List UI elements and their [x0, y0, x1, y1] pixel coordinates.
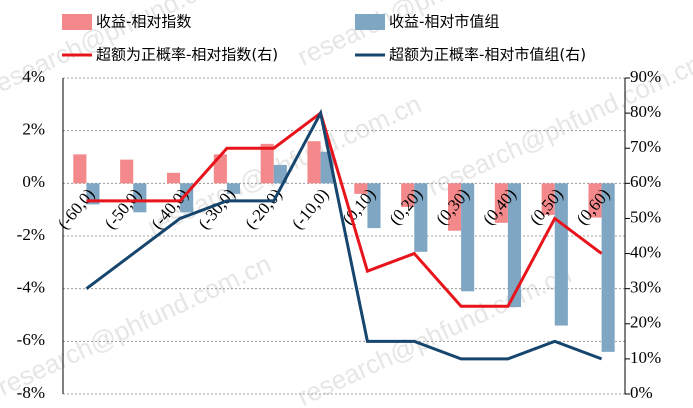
bar: [414, 183, 428, 252]
y-tick-label: 0%: [22, 172, 45, 191]
bar: [601, 183, 615, 352]
bar: [226, 183, 241, 194]
bar: [260, 143, 274, 184]
legend-label: 超额为正概率-相对指数(右): [96, 46, 278, 64]
legend-label: 收益-相对市值组: [389, 13, 499, 31]
y-tick-label: -8%: [17, 383, 45, 402]
bar: [86, 183, 100, 205]
bar: [588, 183, 602, 218]
y-tick-label: -2%: [17, 225, 45, 244]
x-tick-label: (-10,0): [288, 185, 333, 233]
bar: [307, 141, 321, 184]
legend-swatch: [355, 14, 385, 30]
line-series: [86, 110, 603, 308]
y2-tick-label: 30%: [630, 278, 661, 297]
bar: [120, 159, 134, 184]
y2-tick-label: 50%: [630, 207, 661, 226]
bar: [367, 183, 381, 229]
bar: [354, 183, 368, 194]
y-tick-label: 2%: [22, 120, 45, 139]
y-tick-label: -6%: [17, 330, 45, 349]
bar: [213, 154, 227, 184]
y2-tick-label: 20%: [630, 313, 661, 332]
x-tick-label: (-60,0): [54, 185, 99, 233]
legend-swatch: [62, 14, 92, 30]
legend-label: 收益-相对指数: [96, 13, 191, 31]
bar: [541, 183, 555, 215]
y2-tick-label: 70%: [630, 137, 661, 156]
y2-tick-label: 0%: [630, 383, 653, 402]
watermark: research@phfund.com.cn: [0, 248, 276, 401]
bar: [461, 183, 475, 292]
bar: [554, 183, 568, 326]
bar: [401, 183, 415, 208]
bar: [166, 172, 181, 184]
y2-tick-label: 60%: [630, 172, 661, 191]
y-tick-label: 4%: [22, 67, 45, 86]
bar: [273, 164, 287, 184]
y2-tick-label: 10%: [630, 348, 661, 367]
bar: [73, 154, 87, 184]
y-tick-label: -4%: [17, 278, 45, 297]
y2-tick-label: 90%: [630, 67, 661, 86]
watermark: research@phfund.com.cn: [293, 258, 576, 408]
legend-label: 超额为正概率-相对市值组(右): [389, 46, 586, 64]
y2-tick-label: 40%: [630, 242, 661, 261]
line-series: [85, 108, 603, 361]
bar: [494, 183, 508, 223]
bar: [133, 183, 147, 213]
bar: [447, 183, 462, 231]
y2-tick-label: 80%: [630, 102, 661, 121]
bar: [507, 183, 522, 308]
